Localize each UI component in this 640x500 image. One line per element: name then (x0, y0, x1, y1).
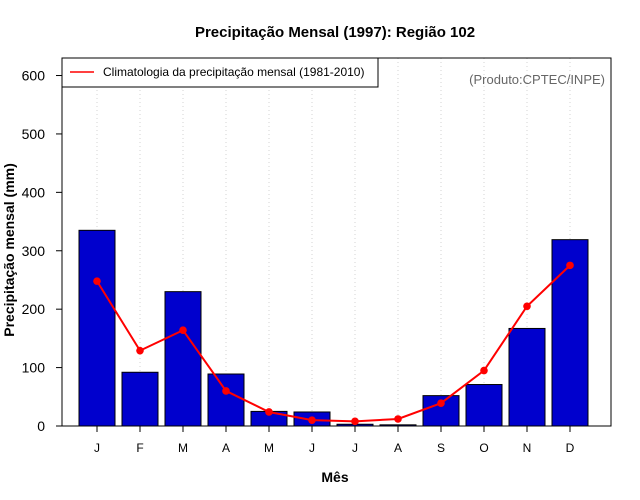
climatology-point (265, 408, 273, 416)
climatology-point (480, 366, 488, 375)
climatology-point (523, 302, 531, 311)
climatology-series (93, 261, 574, 426)
climatology-point (136, 346, 144, 355)
climatology-line (96, 264, 571, 423)
y-tick-label: 300 (22, 243, 46, 259)
x-tick-label: J (309, 441, 315, 455)
y-tick-label: 100 (22, 360, 46, 376)
climatology-point (93, 277, 101, 285)
x-tick-label: N (523, 441, 532, 455)
y-axis: 0 100 200 300 400 500 600 (22, 68, 62, 434)
credit-text: (Produto:CPTEC/INPE) (469, 72, 605, 87)
climatology-point (179, 326, 187, 335)
bar-o-9 (465, 384, 503, 427)
y-tick-label: 200 (22, 301, 46, 317)
climatology-point (351, 417, 359, 426)
climatology-point (394, 415, 402, 423)
y-tick-label: 600 (22, 68, 46, 84)
y-tick-label: 500 (22, 126, 46, 142)
x-tick-label: S (437, 441, 445, 455)
x-tick-label: M (178, 441, 188, 455)
legend-label-climatology: Climatologia da precipitação mensal (198… (103, 65, 364, 79)
legend: Climatologia da precipitação mensal (198… (61, 57, 379, 88)
x-axis-label: Mês (321, 469, 348, 485)
bar-f-1 (121, 371, 159, 427)
x-tick-label: A (222, 441, 230, 455)
climatology-point (222, 387, 230, 395)
x-tick-label: J (94, 441, 100, 455)
bar-d-11 (551, 239, 589, 427)
bar-j-0 (78, 229, 116, 427)
chart-title: Precipitação Mensal (1997): Região 102 (195, 24, 475, 41)
x-tick-label: M (264, 441, 274, 455)
x-tick-label: A (394, 441, 402, 455)
climatology-point (437, 399, 445, 408)
y-axis-label: Precipitação mensal (mm) (1, 163, 17, 337)
y-tick-label: 0 (37, 418, 45, 434)
y-tick-label: 400 (22, 184, 46, 200)
climatology-point (566, 261, 574, 270)
bar-n-10 (508, 327, 546, 427)
climatology-point (308, 416, 316, 424)
legend-box (61, 57, 379, 88)
bar-a-3 (207, 373, 245, 427)
x-tick-label: D (566, 441, 575, 455)
x-tick-label: F (136, 441, 143, 455)
x-tick-label: O (479, 441, 488, 455)
bar-m-2 (164, 291, 202, 427)
bar-series (78, 229, 589, 427)
x-tick-label: J (352, 441, 358, 455)
